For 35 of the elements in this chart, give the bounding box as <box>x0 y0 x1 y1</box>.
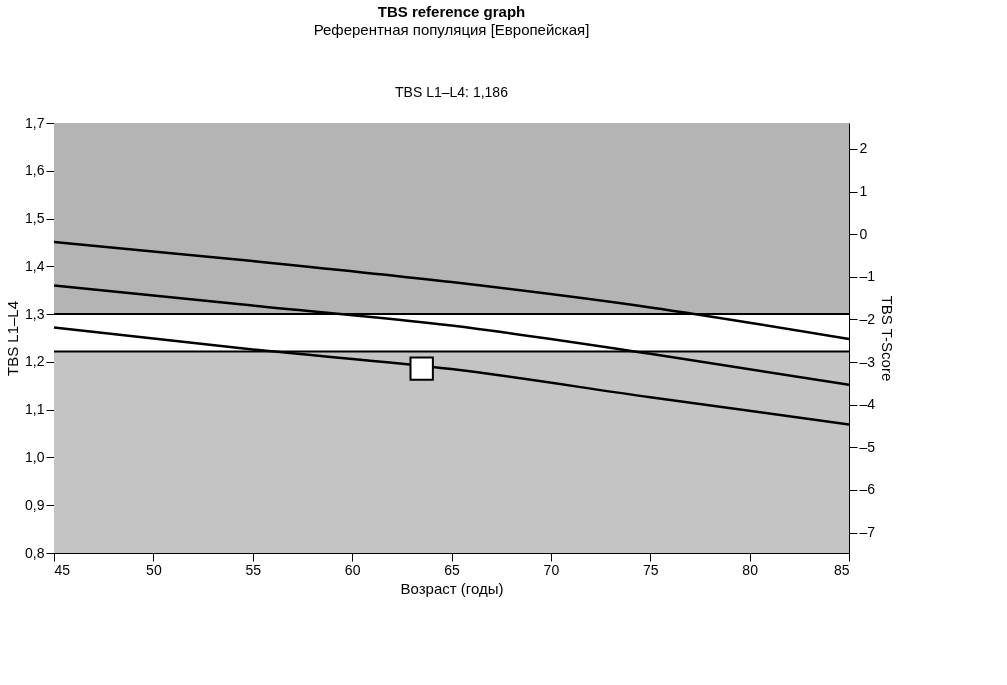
y-tick-label: 1,5 <box>25 210 45 227</box>
x-tick-label: 65 <box>444 561 460 578</box>
y2-tick-label: –3 <box>859 353 876 370</box>
y-tick-label: 1,2 <box>25 353 45 370</box>
y2-tick-label: –1 <box>859 268 876 285</box>
y2-tick-label: –2 <box>859 310 876 327</box>
x-tick-label: 80 <box>742 561 759 578</box>
y-tick-label: 1,4 <box>25 257 45 274</box>
y-tick-label: 0,8 <box>25 544 45 561</box>
y2-tick-label: –5 <box>859 438 876 455</box>
y2-tick-label: 2 <box>859 140 868 157</box>
y2-tick-label: –4 <box>859 396 876 413</box>
x-tick-label: 55 <box>245 561 262 578</box>
text: TBS L1–L4: 1,186 <box>395 84 509 100</box>
x-tick-label: 45 <box>54 561 71 578</box>
y2-tick-label: 1 <box>859 183 868 200</box>
x-tick-label: 50 <box>146 561 162 578</box>
y2-tick-label: 0 <box>859 225 868 242</box>
y2-tick-label: –7 <box>859 524 876 541</box>
y-tick-label: 1,3 <box>25 305 45 322</box>
x-tick-label: 75 <box>642 561 659 578</box>
chart-subtitle: Референтная популяция [Европейская] <box>313 21 590 38</box>
y-tick-label: 0,9 <box>25 496 45 513</box>
y-tick-label: 1,1 <box>25 401 45 418</box>
chart-title: TBS reference graph <box>377 3 526 20</box>
x-tick-label: 85 <box>833 561 850 578</box>
x-axis-title: Возраст (годы) <box>400 579 504 597</box>
x-tick-label: 70 <box>543 561 560 578</box>
y-axis-title: TBS L1–L4 <box>4 300 22 377</box>
y-tick-label: 1,0 <box>25 448 45 465</box>
y2-tick-label: –6 <box>859 481 876 498</box>
x-tick-label: 60 <box>344 561 361 578</box>
y-tick-label: 1,7 <box>25 114 45 131</box>
y-tick-label: 1,6 <box>25 162 45 179</box>
y2-axis-title: TBS T-Score <box>879 295 897 382</box>
